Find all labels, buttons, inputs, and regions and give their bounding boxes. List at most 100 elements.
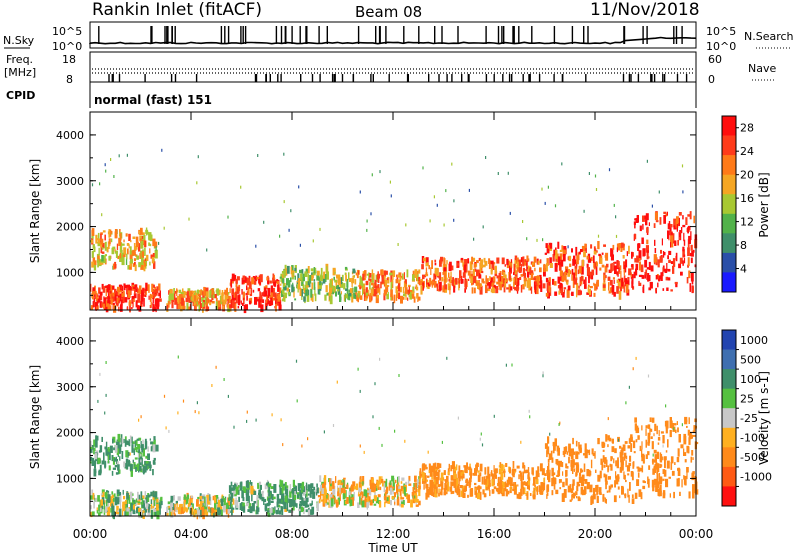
velocity-echo: [261, 496, 264, 502]
velocity-echo: [414, 490, 416, 496]
power-echo: [263, 220, 265, 224]
power-echo: [671, 240, 674, 248]
velocity-echo: [196, 401, 198, 405]
velocity-echo: [246, 419, 248, 423]
power-echo: [537, 260, 540, 265]
velocity-echo: [301, 481, 305, 490]
velocity-echo: [485, 482, 488, 491]
velocity-echo: [613, 458, 615, 464]
power-echo: [344, 266, 348, 270]
power-echo: [520, 284, 523, 293]
velocity-echo: [350, 499, 353, 506]
velocity-echo: [684, 459, 687, 463]
freq-tick-top: 18: [62, 53, 76, 66]
power-echo: [206, 297, 209, 304]
velocity-echo: [650, 428, 653, 432]
velocity-echo: [355, 483, 359, 491]
power-echo: [560, 259, 564, 267]
power-echo: [453, 280, 456, 288]
velocity-echo: [240, 502, 244, 511]
velocity-echo: [458, 465, 461, 475]
power-echo: [136, 255, 139, 260]
velocity-echo: [202, 497, 206, 506]
power-echo: [575, 246, 578, 256]
velocity-echo: [106, 452, 108, 457]
power-echo: [479, 285, 483, 295]
colorbar-frame: [721, 329, 737, 507]
velocity-echo: [500, 481, 503, 488]
velocity-echo: [443, 491, 447, 496]
power-echo: [409, 296, 412, 300]
power-echo: [424, 274, 427, 278]
velocity-echo: [624, 493, 627, 499]
power-echo: [593, 292, 596, 297]
velocity-echo: [114, 464, 118, 468]
power-echo: [251, 277, 255, 281]
power-echo: [140, 264, 144, 270]
velocity-echo: [408, 483, 412, 486]
colorbar-tick-label: 100: [740, 373, 761, 386]
velocity-echo: [208, 494, 211, 501]
velocity-echo: [645, 454, 648, 459]
power-echo: [443, 223, 445, 227]
power-echo: [620, 270, 622, 280]
velocity-echo: [520, 482, 524, 489]
power-echo: [182, 305, 186, 310]
power-echo: [264, 303, 267, 310]
velocity-echo: [346, 497, 349, 504]
velocity-echo: [366, 497, 369, 503]
velocity-echo: [659, 454, 663, 463]
velocity-echo: [443, 488, 446, 493]
power-echo: [419, 280, 423, 286]
power-echo: [144, 288, 146, 294]
velocity-echo: [212, 495, 215, 501]
velocity-echo: [368, 500, 372, 503]
power-echo: [322, 277, 326, 284]
power-echo: [436, 268, 439, 277]
velocity-echo: [372, 498, 374, 503]
velocity-echo: [280, 506, 282, 512]
power-echo: [653, 254, 657, 263]
power-echo: [617, 281, 621, 289]
power-echo: [523, 280, 527, 287]
velocity-echo: [90, 511, 93, 518]
velocity-echo: [198, 411, 200, 415]
x-tick-label: 00:00: [679, 527, 714, 541]
velocity-echo: [558, 464, 561, 471]
power-echo: [646, 252, 649, 260]
velocity-echo: [177, 496, 181, 501]
power-echo: [421, 264, 424, 270]
power-echo: [534, 285, 537, 295]
velocity-echo: [416, 499, 419, 503]
power-echo: [277, 293, 281, 302]
velocity-echo: [436, 486, 438, 494]
velocity-echo: [477, 492, 480, 500]
velocity-echo: [127, 441, 130, 446]
velocity-echo: [272, 508, 275, 513]
power-echo: [99, 182, 101, 186]
velocity-echo: [512, 461, 515, 469]
power-echo: [658, 190, 660, 194]
power-echo: [404, 291, 407, 297]
velocity-echo: [128, 500, 131, 504]
velocity-echo: [159, 506, 161, 515]
power-echo: [91, 183, 94, 187]
power-echo: [453, 199, 455, 203]
power-echo: [664, 268, 668, 273]
power-echo: [587, 286, 590, 294]
velocity-echo: [546, 450, 548, 458]
power-echo: [104, 234, 106, 241]
power-echo: [278, 287, 282, 294]
power-echo: [128, 300, 131, 306]
power-echo: [665, 276, 669, 281]
velocity-echo: [493, 465, 495, 473]
velocity-echo: [129, 511, 131, 517]
velocity-echo: [206, 509, 209, 512]
velocity-echo: [102, 491, 105, 497]
power-echo: [561, 291, 563, 296]
velocity-echo: [163, 394, 166, 398]
power-echo: [580, 265, 584, 275]
velocity-echo: [659, 487, 661, 497]
velocity-echo: [630, 443, 633, 452]
power-echo: [257, 288, 261, 292]
